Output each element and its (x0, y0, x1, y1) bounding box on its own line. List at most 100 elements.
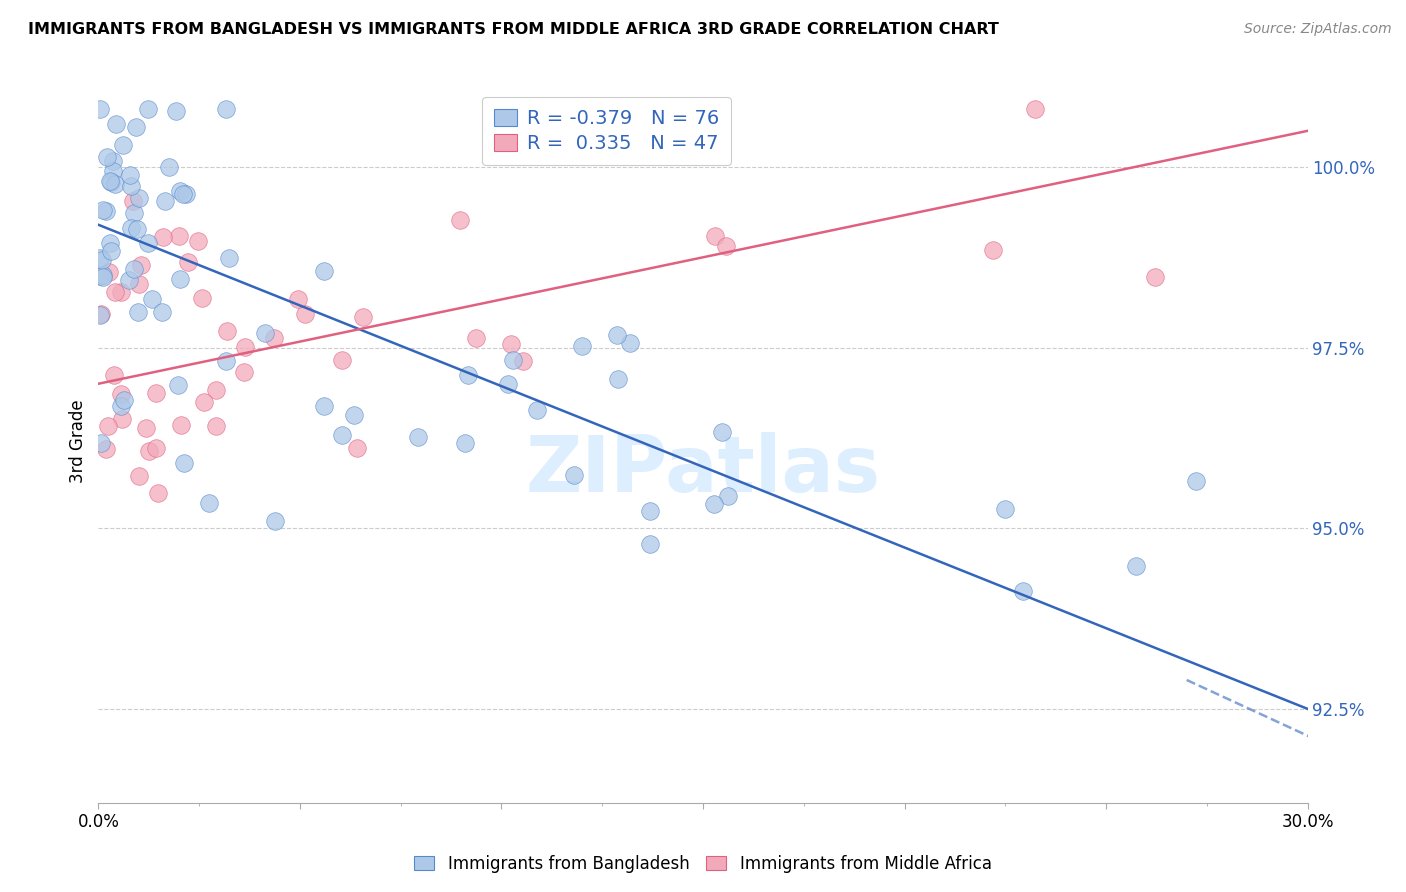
Point (994, 502, 1017, 516)
Point (233, 340, 256, 354)
Point (138, 102, 160, 116)
Point (287, 293, 309, 307)
Point (90, 435, 112, 450)
Point (263, 514, 285, 528)
Point (136, 236, 159, 251)
Point (218, 251, 240, 265)
Point (704, 229, 727, 244)
Point (93, 268, 115, 283)
Point (153, 194, 176, 208)
Point (343, 409, 366, 423)
Point (165, 103, 187, 118)
Point (104, 285, 127, 300)
Point (710, 425, 733, 439)
Legend: Immigrants from Bangladesh, Immigrants from Middle Africa: Immigrants from Bangladesh, Immigrants f… (408, 848, 998, 880)
Point (981, 243, 1004, 257)
Point (638, 504, 661, 518)
Point (104, 177, 127, 191)
Point (294, 307, 316, 321)
Point (152, 230, 174, 244)
Point (502, 353, 524, 368)
Point (174, 187, 197, 202)
Point (263, 331, 285, 345)
Point (717, 489, 740, 503)
Point (346, 441, 368, 455)
Point (89, 308, 111, 322)
Point (96, 442, 118, 456)
Point (150, 305, 173, 319)
Point (100, 244, 122, 258)
Point (127, 305, 149, 319)
Point (118, 168, 141, 182)
Point (118, 273, 141, 287)
Point (98, 265, 121, 279)
Point (98, 174, 121, 188)
Point (104, 116, 127, 130)
Point (1125, 558, 1147, 573)
Point (526, 403, 548, 417)
Point (159, 160, 181, 174)
Point (89, 307, 111, 321)
Point (457, 368, 479, 383)
Point (97, 418, 120, 433)
Point (609, 138, 631, 153)
Point (111, 137, 134, 152)
Point (122, 194, 145, 208)
Legend: R = -0.379   N = 76, R =  0.335   N = 47: R = -0.379 N = 76, R = 0.335 N = 47 (482, 97, 731, 165)
Point (125, 120, 148, 134)
Point (177, 254, 200, 268)
Point (170, 417, 193, 432)
Point (512, 354, 534, 368)
Point (352, 310, 374, 325)
Point (100, 175, 122, 189)
Point (606, 372, 628, 386)
Text: IMMIGRANTS FROM BANGLADESH VS IMMIGRANTS FROM MIDDLE AFRICA 3RD GRADE CORRELATIO: IMMIGRANTS FROM BANGLADESH VS IMMIGRANTS… (28, 22, 1000, 37)
Point (193, 395, 215, 409)
Point (640, 536, 662, 550)
Point (103, 164, 125, 178)
Text: Source: ZipAtlas.com: Source: ZipAtlas.com (1244, 22, 1392, 37)
Point (312, 264, 335, 278)
Point (205, 383, 228, 397)
Point (619, 336, 641, 351)
Point (562, 468, 585, 483)
Point (232, 365, 254, 379)
Point (112, 393, 135, 408)
Point (120, 221, 142, 235)
Point (145, 441, 167, 455)
Point (571, 339, 593, 353)
Point (330, 353, 353, 368)
Point (169, 184, 191, 198)
Point (330, 427, 353, 442)
Point (111, 411, 134, 425)
Point (449, 212, 471, 227)
Point (215, 102, 238, 116)
Point (127, 221, 149, 235)
Point (703, 497, 725, 511)
Point (91, 253, 114, 268)
Point (187, 234, 209, 248)
Point (96, 150, 118, 164)
Point (128, 191, 150, 205)
Point (526, 134, 548, 148)
Point (215, 354, 238, 368)
Point (406, 430, 429, 444)
Point (714, 239, 737, 253)
Point (491, 102, 513, 116)
Point (101, 153, 124, 168)
Point (496, 377, 519, 392)
Point (254, 326, 277, 340)
Point (167, 229, 190, 244)
Point (198, 496, 221, 510)
Point (91, 202, 114, 217)
Point (89, 268, 111, 283)
Point (110, 285, 132, 299)
Point (173, 456, 195, 470)
Point (110, 386, 132, 401)
Point (1011, 583, 1033, 598)
Point (124, 206, 146, 220)
Point (205, 418, 228, 433)
Point (141, 292, 163, 306)
Point (128, 469, 150, 483)
Point (314, 399, 336, 413)
